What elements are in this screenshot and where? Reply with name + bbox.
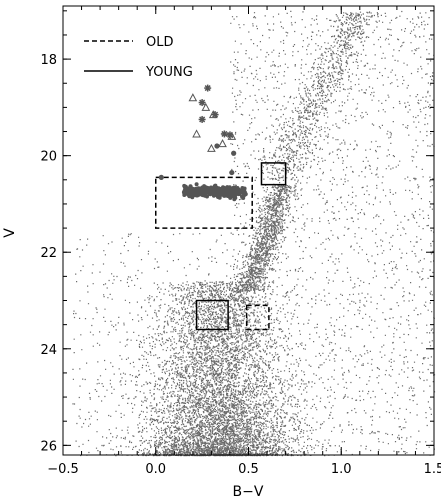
triangle-marker-3 [192,129,201,138]
star-marker-4 [220,130,228,138]
y-tick-label-2: 22 [40,246,57,261]
triangle-marker-4 [207,143,216,152]
y-tick-label-1: 20 [40,150,57,165]
legend-young-label: YOUNG [145,65,193,80]
y-tick-label-3: 24 [40,343,57,358]
legend-old-label: OLD [146,35,174,50]
x-tick-label-0: −0.5 [47,462,79,477]
legend: OLD YOUNG [84,35,193,80]
x-tick-label-3: 1.0 [331,462,352,477]
region-box-old-3 [245,304,270,331]
y-axis-ticks: 18 20 22 24 26 [40,10,434,454]
x-tick-label-2: 0.5 [238,462,259,477]
region-box-young-2 [195,299,229,331]
star-field-points [72,10,436,457]
circle-marker-0 [214,143,220,149]
star-marker-1 [198,99,206,107]
star-marker-3 [198,115,206,123]
x-axis-label: B−V [233,484,264,500]
region-box-young-1 [260,162,287,186]
star-marker-5 [226,131,234,139]
x-tick-label-4: 1.5 [424,462,441,477]
circle-marker-1 [231,150,237,156]
x-axis-ticks: −0.5 0.0 0.5 1.0 1.5 [47,6,441,477]
circle-marker-2 [229,169,235,176]
y-axis-label: V [2,228,18,238]
triangle-marker-1 [201,102,211,111]
red-clump-points [181,182,248,202]
y-tick-label-0: 18 [40,53,57,68]
circle-marker-3 [158,174,164,180]
triangle-marker-5 [218,139,227,148]
x-tick-label-1: 0.0 [145,462,166,477]
y-tick-label-4: 26 [40,439,57,454]
star-marker-0 [204,84,212,92]
field-star-points [72,10,436,457]
highlighted-stars [158,84,248,202]
triangle-marker-0 [188,93,198,102]
star-marker-2 [211,111,219,119]
region-box-old-0 [155,176,253,229]
selection-boxes [155,162,287,331]
